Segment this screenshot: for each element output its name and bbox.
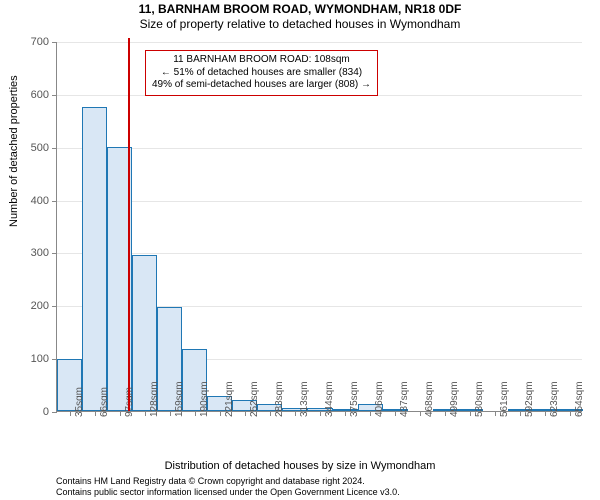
x-tick-label: 283sqm: [274, 381, 285, 417]
x-tick-label: 654sqm: [574, 381, 585, 417]
x-tick: [170, 411, 171, 416]
histogram-bar: [82, 107, 107, 411]
x-tick-label: 313sqm: [299, 381, 310, 417]
footer-line-1: Contains HM Land Registry data © Crown c…: [56, 476, 582, 487]
gridline: [57, 201, 582, 202]
y-tick: [52, 306, 57, 307]
y-tick-label: 700: [31, 36, 49, 48]
footer-line-2: Contains public sector information licen…: [56, 487, 582, 498]
y-tick: [52, 148, 57, 149]
y-tick: [52, 201, 57, 202]
y-tick: [52, 95, 57, 96]
x-tick: [70, 411, 71, 416]
callout-line: 49% of semi-detached houses are larger (…: [152, 79, 371, 92]
x-tick: [270, 411, 271, 416]
y-tick-label: 500: [31, 142, 49, 154]
gridline: [57, 148, 582, 149]
x-tick: [320, 411, 321, 416]
y-tick: [52, 42, 57, 43]
x-tick: [345, 411, 346, 416]
y-tick: [52, 412, 57, 413]
x-tick-label: 499sqm: [449, 381, 460, 417]
x-axis-label: Distribution of detached houses by size …: [0, 460, 600, 472]
chart-title: 11, BARNHAM BROOM ROAD, WYMONDHAM, NR18 …: [0, 2, 600, 31]
y-tick-label: 0: [43, 406, 49, 418]
y-tick-label: 300: [31, 247, 49, 259]
x-tick-label: 221sqm: [224, 381, 235, 417]
x-tick: [470, 411, 471, 416]
x-tick-label: 252sqm: [249, 381, 260, 417]
x-tick: [95, 411, 96, 416]
y-tick-label: 600: [31, 89, 49, 101]
y-tick-label: 200: [31, 300, 49, 312]
x-tick: [220, 411, 221, 416]
y-tick: [52, 253, 57, 254]
callout-box: 11 BARNHAM BROOM ROAD: 108sqm← 51% of de…: [145, 50, 378, 96]
x-tick: [495, 411, 496, 416]
x-tick-label: 468sqm: [424, 381, 435, 417]
x-tick: [395, 411, 396, 416]
callout-line: ← 51% of detached houses are smaller (83…: [152, 67, 371, 80]
chart-container: 11, BARNHAM BROOM ROAD, WYMONDHAM, NR18 …: [0, 0, 600, 500]
x-tick: [195, 411, 196, 416]
x-tick: [520, 411, 521, 416]
x-tick: [295, 411, 296, 416]
x-tick-label: 437sqm: [399, 381, 410, 417]
x-tick: [370, 411, 371, 416]
x-tick-label: 623sqm: [549, 381, 560, 417]
x-tick: [245, 411, 246, 416]
x-tick-label: 375sqm: [349, 381, 360, 417]
gridline: [57, 42, 582, 43]
x-tick-label: 406sqm: [374, 381, 385, 417]
y-tick-label: 100: [31, 353, 49, 365]
x-tick-label: 561sqm: [499, 381, 510, 417]
x-tick: [145, 411, 146, 416]
x-tick: [120, 411, 121, 416]
y-tick-label: 400: [31, 195, 49, 207]
reference-line: [128, 38, 130, 411]
callout-line: 11 BARNHAM BROOM ROAD: 108sqm: [152, 54, 371, 67]
y-axis-label: Number of detached properties: [8, 75, 20, 227]
x-tick: [570, 411, 571, 416]
title-line-1: 11, BARNHAM BROOM ROAD, WYMONDHAM, NR18 …: [0, 2, 600, 16]
x-tick-label: 344sqm: [324, 381, 335, 417]
x-tick: [420, 411, 421, 416]
title-line-2: Size of property relative to detached ho…: [0, 17, 600, 31]
x-tick: [545, 411, 546, 416]
x-tick-label: 592sqm: [524, 381, 535, 417]
x-tick-label: 530sqm: [474, 381, 485, 417]
plot-area: 010020030040050060070035sqm66sqm97sqm128…: [56, 42, 582, 412]
x-tick: [445, 411, 446, 416]
footer-attribution: Contains HM Land Registry data © Crown c…: [56, 476, 582, 498]
